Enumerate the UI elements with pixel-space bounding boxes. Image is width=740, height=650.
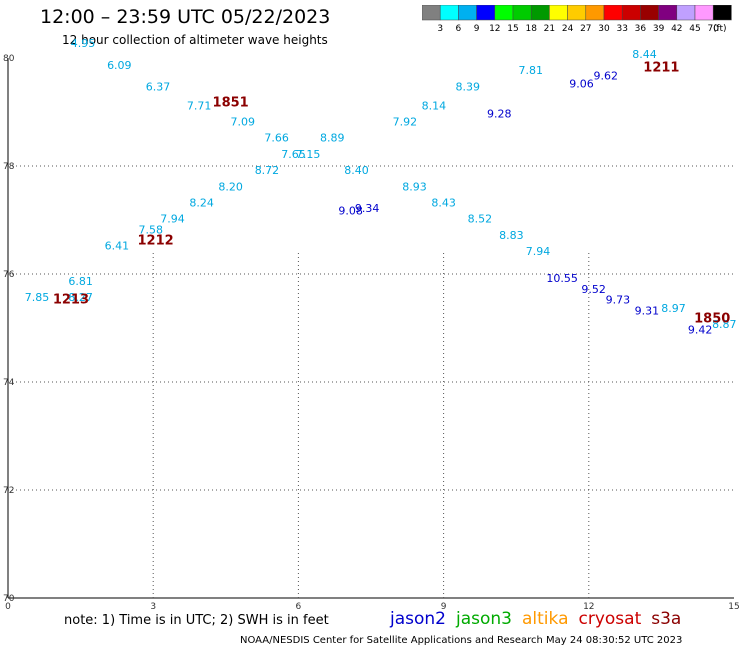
chart-title: 12:00 – 23:59 UTC 05/22/2023 bbox=[40, 6, 331, 28]
credit-line: NOAA/NESDIS Center for Satellite Applica… bbox=[240, 635, 683, 646]
wave-height-label: 7.66 bbox=[264, 132, 289, 145]
color-scale-label: 9 bbox=[474, 24, 480, 33]
color-scale-label: 42 bbox=[671, 24, 682, 33]
legend-entry-cryosat: cryosat bbox=[578, 609, 642, 629]
wave-height-label: 7.81 bbox=[518, 64, 543, 77]
wave-height-label: 9.31 bbox=[635, 305, 660, 318]
wave-height-label: 7.94 bbox=[526, 245, 551, 258]
pass-number-label: 1211 bbox=[643, 61, 679, 76]
wave-height-label: 9.34 bbox=[355, 202, 380, 215]
wave-height-label: 8.20 bbox=[218, 180, 243, 193]
color-scale-label: 18 bbox=[525, 24, 537, 33]
color-scale-label: 27 bbox=[580, 24, 591, 33]
color-scale-label: 36 bbox=[635, 24, 647, 33]
wave-height-label: 7.15 bbox=[296, 148, 321, 161]
legend-entry-jason3: jason3 bbox=[456, 609, 512, 629]
wave-height-label: 4.95 bbox=[71, 37, 96, 50]
wave-height-label: 10.55 bbox=[546, 272, 578, 285]
wave-height-label: 9.06 bbox=[569, 78, 594, 91]
wave-height-label: 8.24 bbox=[189, 197, 214, 210]
wave-height-label: 7.65 bbox=[281, 148, 306, 161]
color-scale-label: 33 bbox=[616, 24, 627, 33]
wave-height-label: 8.89 bbox=[320, 132, 345, 145]
legend-entry-s3a: s3a bbox=[651, 609, 682, 629]
wave-height-label: 8.27 bbox=[68, 291, 93, 304]
wave-height-label: 7.71 bbox=[187, 99, 212, 112]
color-scale-label: 45 bbox=[689, 24, 700, 33]
wave-height-label: 9.42 bbox=[688, 323, 713, 336]
y-tick-label: 72 bbox=[3, 486, 14, 496]
pass-number-label: 1850 bbox=[694, 312, 730, 327]
legend-entry-altika: altika bbox=[522, 609, 569, 629]
wave-height-label: 9.62 bbox=[593, 70, 618, 83]
color-scale-label: 21 bbox=[544, 24, 555, 33]
wave-height-label: 7.85 bbox=[25, 291, 50, 304]
pass-number-label: 1212 bbox=[138, 233, 174, 248]
color-swatch bbox=[712, 5, 732, 21]
y-tick-label: 78 bbox=[3, 162, 15, 172]
pass-number-label: 1851 bbox=[213, 96, 249, 111]
x-tick-label: 3 bbox=[150, 602, 156, 610]
pass-number-label: 1213 bbox=[53, 293, 89, 308]
x-tick-label: 9 bbox=[441, 602, 447, 610]
wave-height-label: 9.28 bbox=[487, 107, 512, 120]
wave-height-label: 6.81 bbox=[68, 275, 93, 288]
wave-height-label: 6.41 bbox=[105, 240, 130, 253]
y-tick-label: 70 bbox=[3, 594, 15, 604]
footnote: note: 1) Time is in UTC; 2) SWH is in fe… bbox=[64, 613, 329, 628]
wave-height-label: 8.44 bbox=[632, 48, 657, 61]
x-tick-label: 15 bbox=[728, 602, 739, 610]
color-scale-bar: 3 6 9 12 15 18 21 24 27 30 33 36 39 42 45 70(ft) bbox=[422, 5, 732, 33]
color-scale-unit: (ft) bbox=[713, 24, 727, 33]
wave-height-label: 8.40 bbox=[344, 164, 369, 177]
wave-height-plot: 0 3 6 9 12 15 70 72 74 76 78 80 9.089.34 9.28 9.069.62… bbox=[3, 37, 740, 610]
color-scale-label: 3 bbox=[437, 24, 443, 33]
wave-height-label: 7.94 bbox=[160, 213, 185, 226]
color-scale-label: 6 bbox=[456, 24, 462, 33]
wave-height-label: 7.92 bbox=[393, 116, 418, 129]
wave-height-label: 8.72 bbox=[255, 164, 280, 177]
y-tick-label: 74 bbox=[3, 378, 15, 388]
wave-height-label: 8.39 bbox=[456, 80, 481, 93]
color-scale-label: 12 bbox=[489, 24, 500, 33]
wave-height-label: 6.37 bbox=[146, 80, 171, 93]
x-tick-label: 12 bbox=[583, 602, 594, 610]
y-tick-label: 80 bbox=[3, 54, 15, 64]
wave-height-label: 7.09 bbox=[230, 116, 255, 129]
wave-height-label: 8.93 bbox=[402, 180, 427, 193]
wave-height-label: 8.14 bbox=[422, 99, 447, 112]
color-scale-label: 24 bbox=[562, 24, 574, 33]
color-scale-label: 30 bbox=[598, 24, 610, 33]
wave-height-label: 8.97 bbox=[661, 302, 686, 315]
color-scale-label: 70 bbox=[707, 24, 719, 33]
x-tick-label: 6 bbox=[296, 602, 302, 610]
wave-height-label: 6.09 bbox=[107, 59, 132, 72]
legend-entry-jason2: jason2 bbox=[390, 609, 446, 629]
wave-height-label: 7.58 bbox=[139, 224, 164, 237]
y-tick-label: 76 bbox=[3, 270, 15, 280]
wave-height-label: 8.83 bbox=[499, 229, 524, 242]
satellite-legend: jason2 jason3 altika cryosat s3a bbox=[390, 609, 691, 629]
x-tick-label: 0 bbox=[5, 602, 11, 610]
wave-height-label: 8.87 bbox=[712, 318, 737, 331]
color-scale-label: 15 bbox=[507, 24, 518, 33]
color-scale-label: 39 bbox=[653, 24, 665, 33]
wave-height-label: 8.52 bbox=[468, 213, 493, 226]
chart-subtitle: 12 hour collection of altimeter wave hei… bbox=[62, 33, 328, 47]
wave-height-label: 9.52 bbox=[581, 283, 606, 296]
wave-height-label: 9.73 bbox=[606, 294, 631, 307]
wave-height-label: 9.08 bbox=[338, 205, 363, 218]
wave-height-label: 8.43 bbox=[431, 197, 456, 210]
